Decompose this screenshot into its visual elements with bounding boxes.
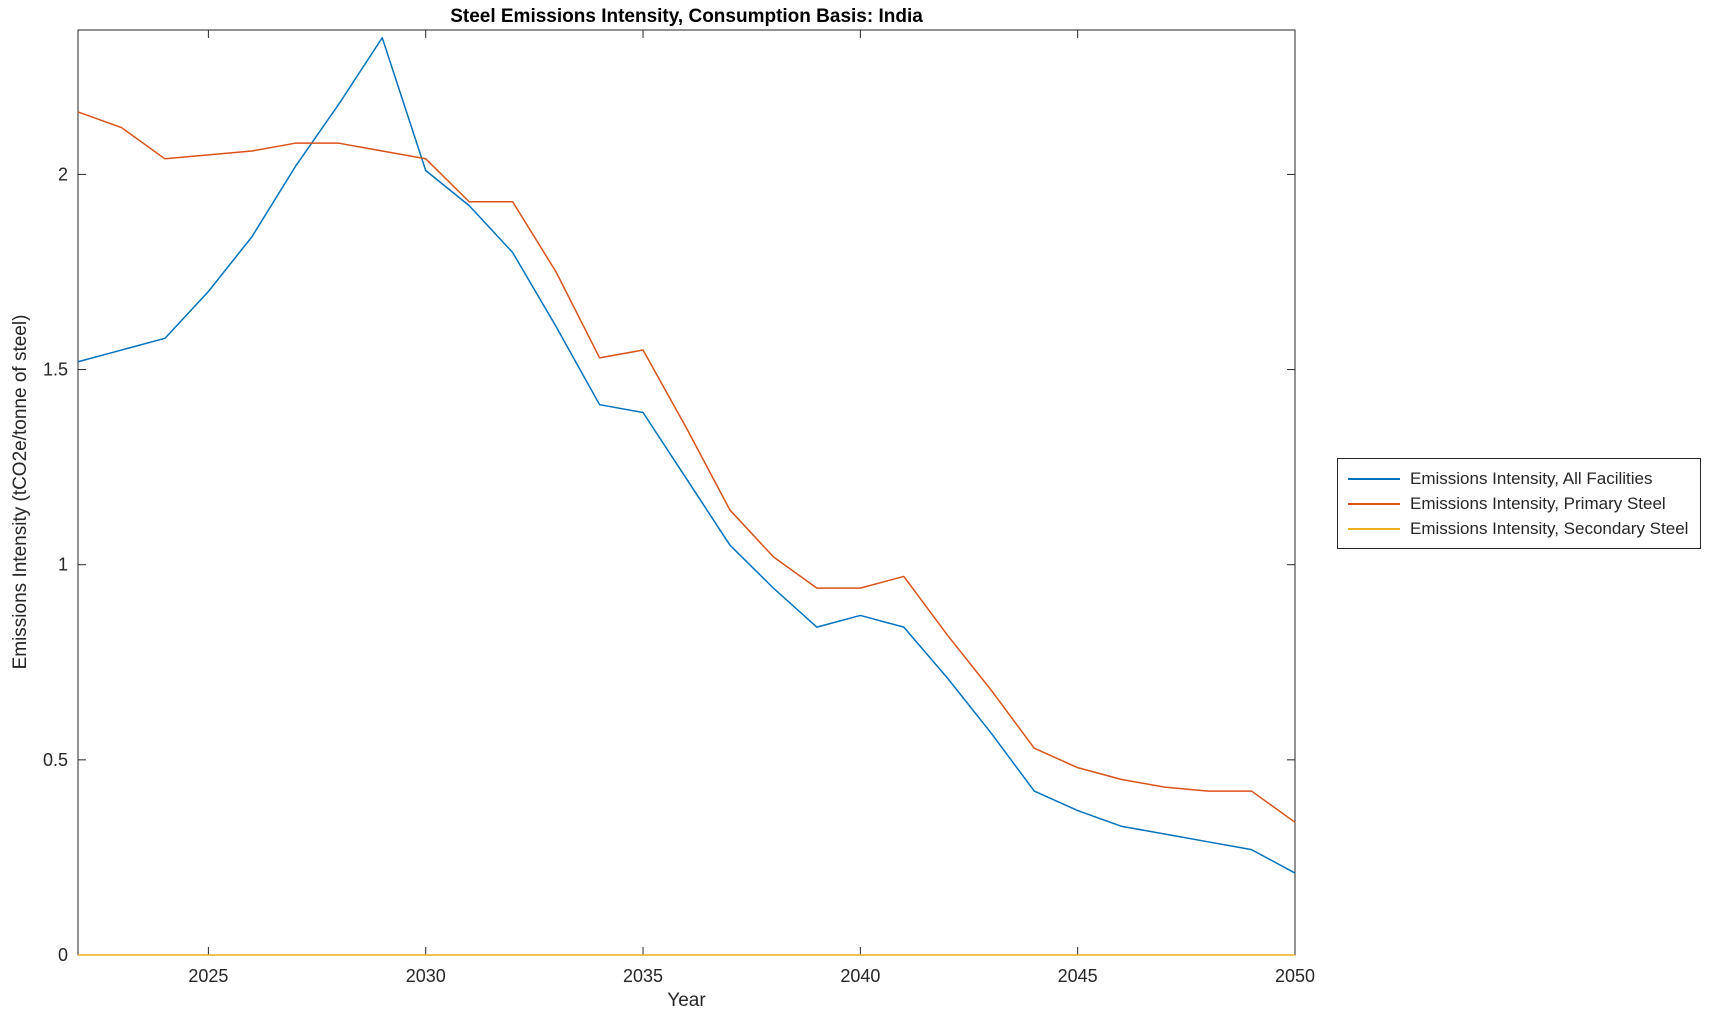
y-tick-label: 2	[58, 164, 68, 184]
legend-line-sample-primary-steel	[1348, 502, 1400, 505]
x-axis-label: Year	[667, 990, 706, 1011]
legend: Emissions Intensity, All Facilities Emis…	[1337, 458, 1702, 549]
legend-label: Emissions Intensity, Primary Steel	[1410, 493, 1666, 513]
legend-line-sample-all-facilities	[1348, 477, 1400, 480]
x-tick-label: 2025	[188, 966, 228, 986]
legend-line-sample-secondary-steel	[1348, 527, 1400, 530]
series-line-0	[77, 37, 1296, 874]
legend-label: Emissions Intensity, Secondary Steel	[1410, 518, 1689, 538]
legend-item: Emissions Intensity, Secondary Steel	[1348, 516, 1688, 541]
x-tick-label: 2030	[406, 966, 446, 986]
y-tick-label: 1	[58, 555, 68, 575]
y-tick-label: 0.5	[43, 750, 68, 770]
x-tick-label: 2040	[840, 966, 880, 986]
chart-title: Steel Emissions Intensity, Consumption B…	[450, 6, 923, 27]
plot-box	[77, 29, 1296, 956]
series-line-1	[77, 111, 1296, 823]
y-tick-label: 0	[58, 945, 68, 965]
legend-item: Emissions Intensity, Primary Steel	[1348, 491, 1688, 516]
x-tick-label: 2035	[623, 966, 663, 986]
y-axis-label: Emissions Intensity (tCO2e/tonne of stee…	[10, 314, 31, 670]
x-tick-label: 2050	[1275, 966, 1315, 986]
y-tick-label: 1.5	[43, 360, 68, 380]
legend-item: Emissions Intensity, All Facilities	[1348, 466, 1688, 491]
legend-label: Emissions Intensity, All Facilities	[1410, 468, 1653, 488]
x-tick-label: 2045	[1058, 966, 1098, 986]
